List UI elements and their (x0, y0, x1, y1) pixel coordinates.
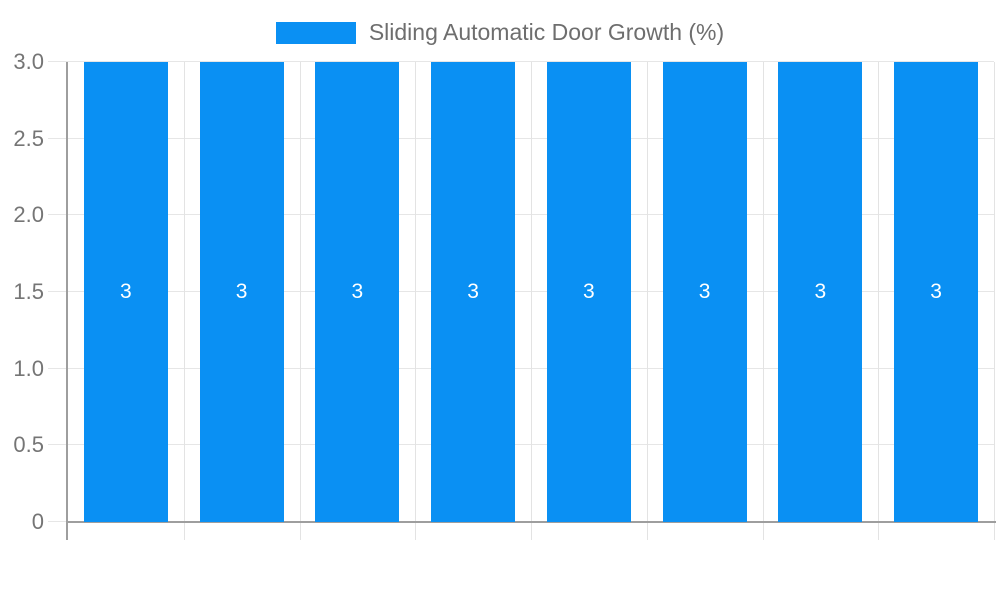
v-gridline (531, 62, 532, 540)
chart-legend: Sliding Automatic Door Growth (%) (0, 19, 1000, 46)
bar-value-label: 3 (467, 280, 479, 303)
bar-value-label: 3 (235, 280, 248, 303)
h-gridline (48, 367, 994, 369)
bar[interactable] (431, 62, 516, 522)
h-gridline (48, 61, 994, 62)
legend-swatch (275, 21, 356, 44)
bar[interactable] (315, 62, 400, 522)
h-gridline (48, 214, 994, 216)
legend-label: Sliding Automatic Door Growth (%) (368, 19, 725, 45)
y-tick-label: 3.0 (13, 49, 44, 74)
y-tick-label: 0.5 (13, 432, 44, 458)
y-tick-label: 2.5 (13, 125, 44, 151)
v-gridline (299, 62, 301, 540)
bar-value-label: 3 (351, 280, 364, 303)
bar-value-label: 3 (814, 280, 827, 303)
bar-value-label: 3 (583, 280, 595, 303)
v-gridline (762, 62, 764, 540)
bar[interactable] (894, 62, 979, 522)
y-tick-label: 1.0 (13, 355, 44, 381)
bar[interactable] (83, 62, 168, 522)
y-tick-label: 1.5 (13, 279, 44, 304)
y-tick-label: 0 (31, 509, 44, 534)
v-gridline (646, 62, 648, 540)
y-axis-line (66, 62, 68, 540)
bar-value-label: 3 (698, 280, 711, 303)
h-gridline (48, 444, 994, 446)
h-gridline (48, 137, 994, 139)
bar-value-label: 3 (120, 280, 132, 303)
v-gridline (994, 62, 995, 540)
bar[interactable] (546, 62, 631, 522)
bar[interactable] (199, 62, 284, 522)
bar[interactable] (778, 62, 863, 522)
v-gridline (415, 62, 417, 540)
x-axis-line (67, 521, 996, 523)
y-tick-label: 2.0 (13, 202, 44, 228)
v-gridline (183, 62, 185, 540)
bar-value-label: 3 (930, 280, 942, 303)
bar[interactable] (662, 62, 747, 522)
h-gridline (48, 291, 994, 292)
v-gridline (878, 62, 880, 540)
